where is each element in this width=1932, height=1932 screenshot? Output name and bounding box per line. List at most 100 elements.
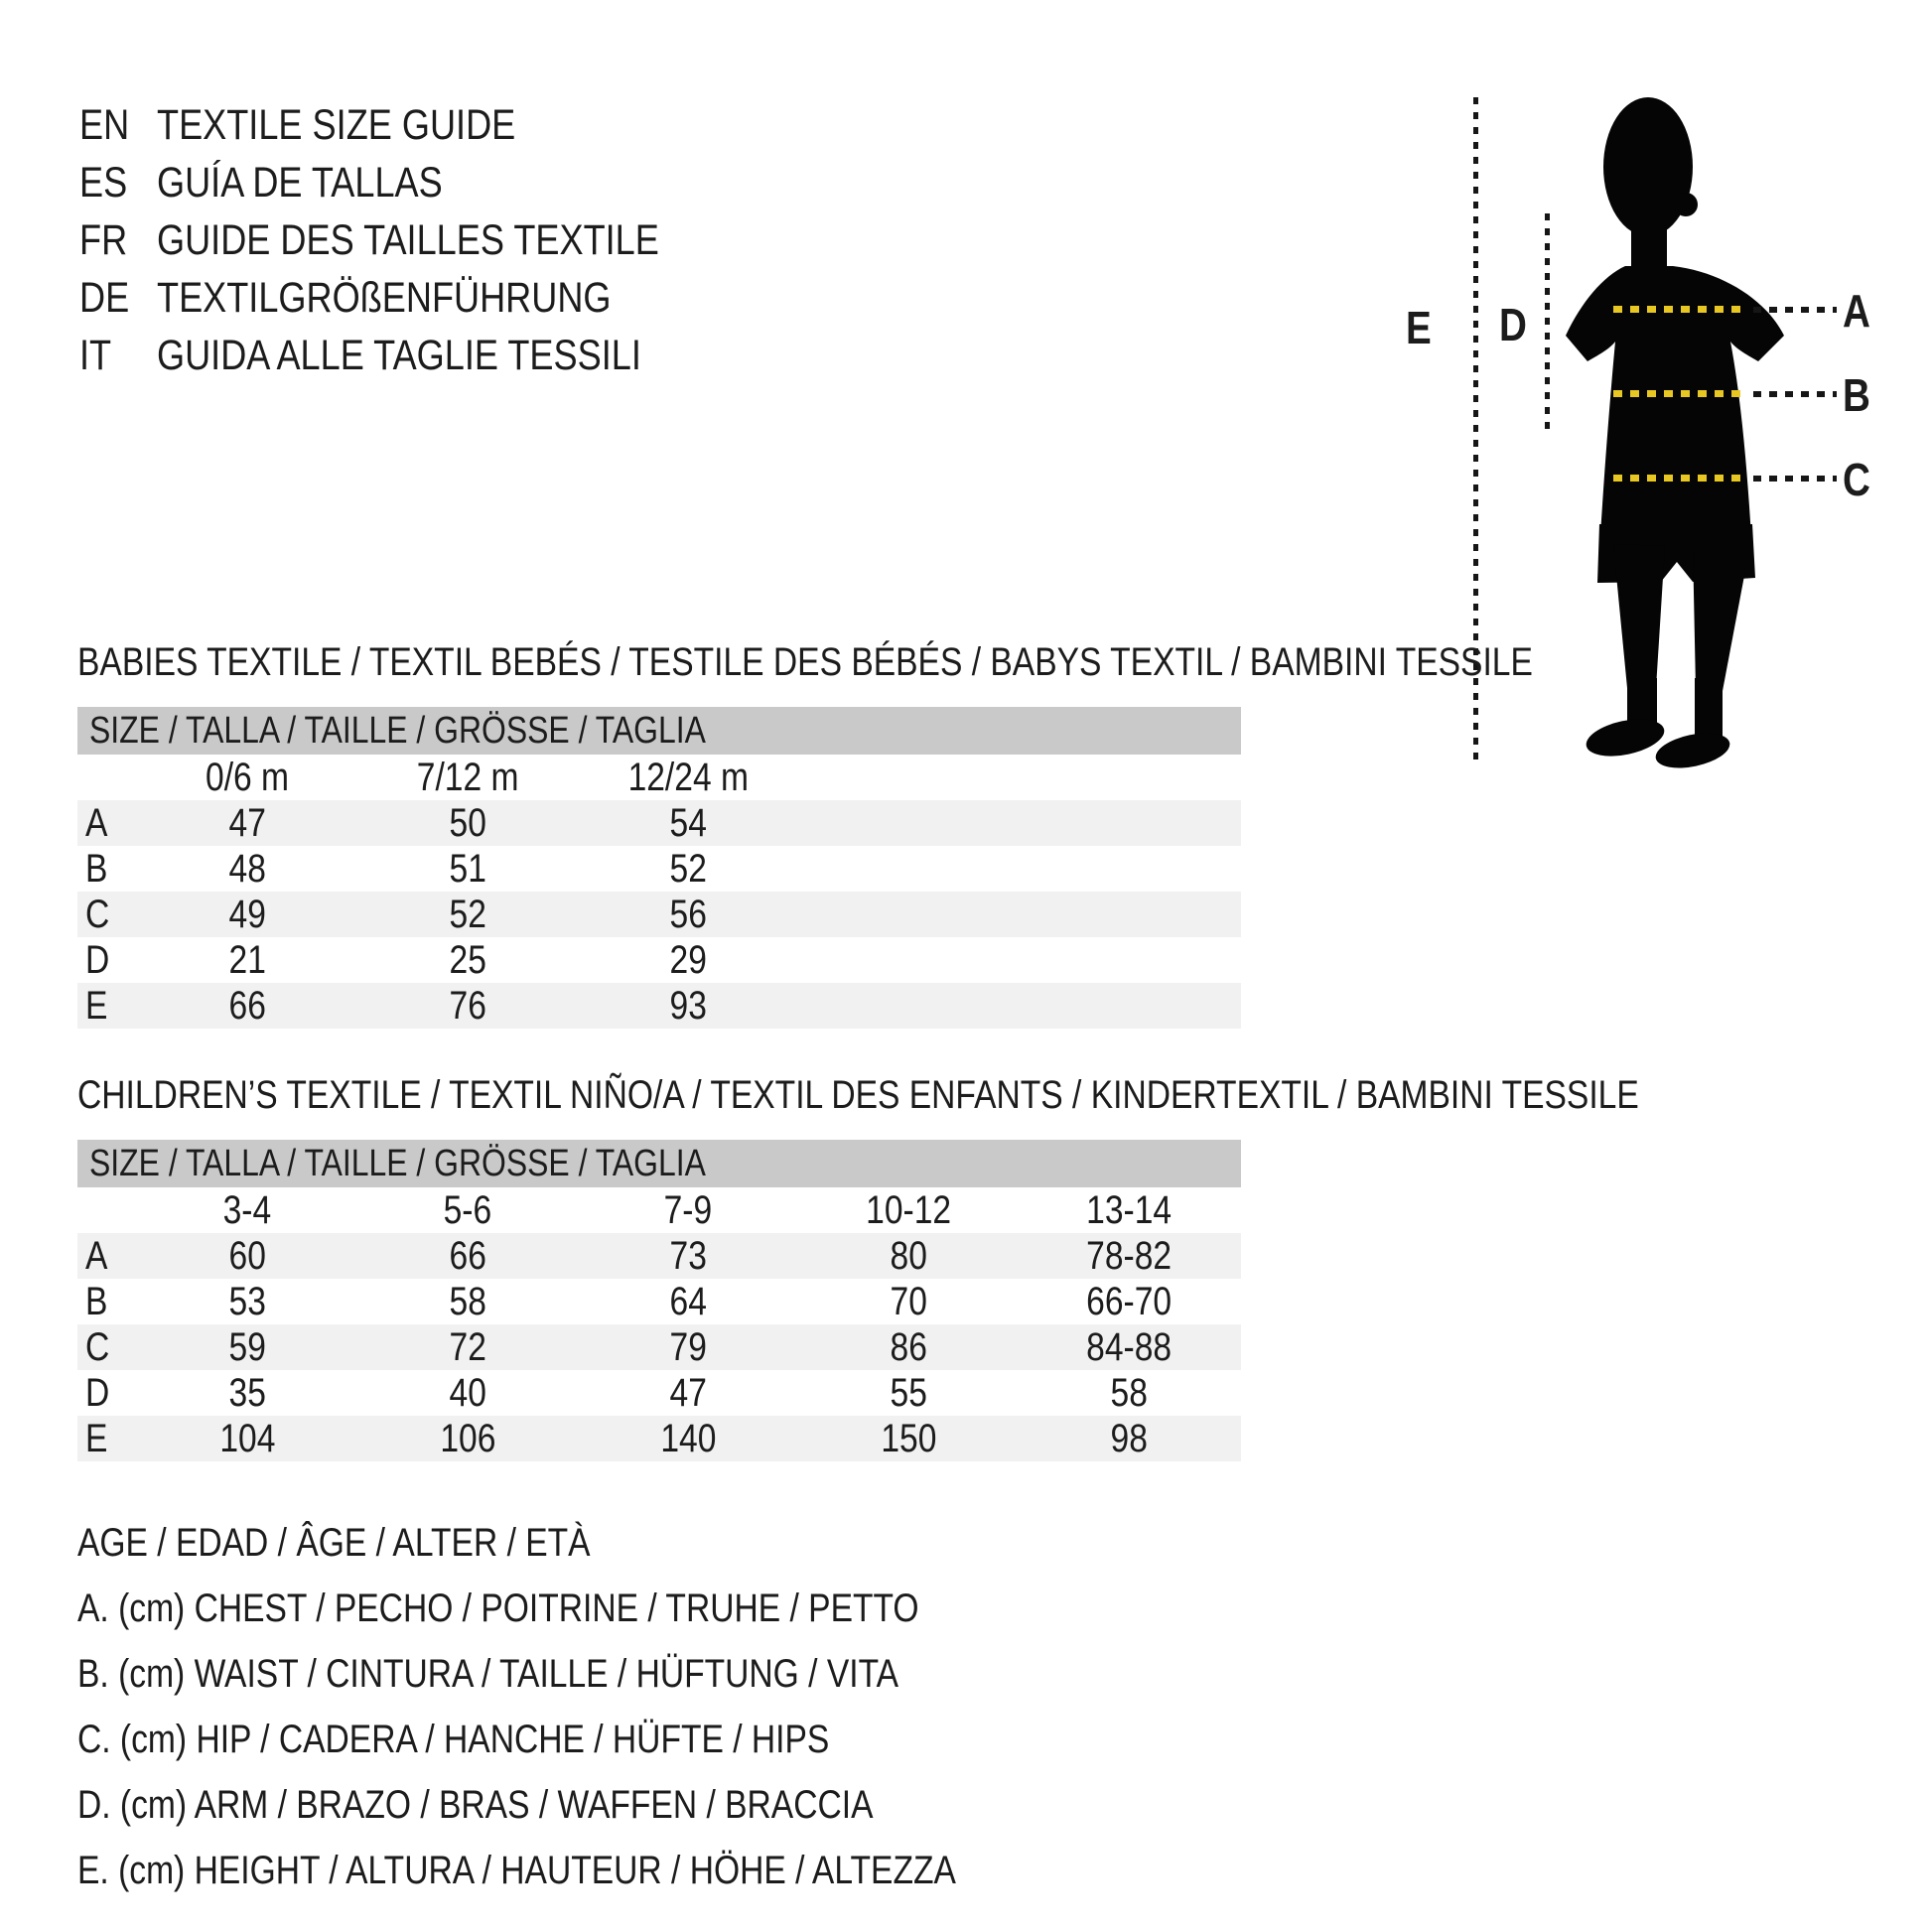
column-header: 0/6 m — [205, 756, 290, 799]
hip-measure-leader-C — [1753, 476, 1837, 482]
language-row-es: ES GUÍA DE TALLAS — [79, 154, 755, 211]
size-value: 47 — [228, 801, 266, 845]
size-row-B: B 48 51 52 — [77, 846, 1241, 892]
column-header: 12/24 m — [627, 756, 749, 799]
row-label: E — [85, 984, 108, 1028]
legend-line-hip: C. (cm) HIP / CADERA / HANCHE / HÜFTE / … — [77, 1718, 830, 1761]
size-value: 64 — [669, 1280, 707, 1323]
size-value: 21 — [228, 938, 266, 982]
legend-line-arm: D. (cm) ARM / BRAZO / BRAS / WAFFEN / BR… — [77, 1783, 874, 1827]
size-row-C: C 59 72 79 86 84-88 — [77, 1324, 1241, 1370]
size-header-band: SIZE / TALLA / TAILLE / GRÖSSE / TAGLIA — [77, 707, 1241, 755]
row-label: C — [85, 893, 110, 936]
language-code: EN — [79, 101, 130, 149]
size-value: 58 — [1110, 1371, 1148, 1415]
size-row-E: E 104 106 140 150 98 — [77, 1416, 1241, 1461]
row-label: B — [85, 847, 108, 891]
legend-line-age: AGE / EDAD / ÂGE / ALTER / ETÀ — [77, 1521, 591, 1565]
size-value: 86 — [890, 1325, 927, 1369]
size-value: 79 — [669, 1325, 707, 1369]
waist-measure-line-B — [1613, 390, 1742, 397]
language-title: GUIDA ALLE TAGLIE TESSILI — [157, 332, 641, 379]
column-header: 10-12 — [866, 1188, 951, 1232]
children-section-heading: CHILDREN’S TEXTILE / TEXTIL NIÑO/A / TEX… — [77, 1073, 1639, 1117]
column-header: 3-4 — [222, 1188, 272, 1232]
language-title: GUIDE DES TAILLES TEXTILE — [157, 216, 659, 264]
size-row-B: B 53 58 64 70 66-70 — [77, 1279, 1241, 1324]
size-row-C: C 49 52 56 — [77, 892, 1241, 937]
language-title-list: EN TEXTILE SIZE GUIDE ES GUÍA DE TALLAS … — [79, 96, 755, 384]
size-value: 106 — [439, 1417, 496, 1460]
row-label: D — [85, 1371, 110, 1415]
column-header: 7/12 m — [416, 756, 519, 799]
size-value: 48 — [228, 847, 266, 891]
size-value: 52 — [449, 893, 486, 936]
size-value: 150 — [880, 1417, 937, 1460]
measure-label-C: C — [1843, 454, 1870, 505]
size-value: 73 — [669, 1234, 707, 1278]
size-value: 84-88 — [1086, 1325, 1172, 1369]
size-value: 50 — [449, 801, 486, 845]
measure-label-E: E — [1406, 302, 1432, 353]
children-size-table: SIZE / TALLA / TAILLE / GRÖSSE / TAGLIA … — [77, 1140, 1241, 1461]
size-value: 25 — [449, 938, 486, 982]
height-measure-line-E — [1473, 97, 1478, 762]
size-header-band: SIZE / TALLA / TAILLE / GRÖSSE / TAGLIA — [77, 1140, 1241, 1187]
language-title: TEXTILE SIZE GUIDE — [157, 101, 516, 149]
legend-line-height: E. (cm) HEIGHT / ALTURA / HAUTEUR / HÖHE… — [77, 1849, 956, 1892]
size-value: 66 — [449, 1234, 486, 1278]
hip-measure-line-C — [1613, 475, 1742, 482]
language-title: GUÍA DE TALLAS — [157, 159, 443, 207]
column-header-row: 3-4 5-6 7-9 10-12 13-14 — [77, 1187, 1241, 1233]
legend-line-waist: B. (cm) WAIST / CINTURA / TAILLE / HÜFTU… — [77, 1652, 899, 1696]
child-silhouette-image — [1566, 97, 1784, 768]
row-label: A — [85, 1234, 108, 1278]
size-value: 53 — [228, 1280, 266, 1323]
size-value: 70 — [890, 1280, 927, 1323]
row-label: D — [85, 938, 110, 982]
language-row-en: EN TEXTILE SIZE GUIDE — [79, 96, 755, 154]
measure-label-A: A — [1843, 285, 1870, 337]
language-row-fr: FR GUIDE DES TAILLES TEXTILE — [79, 211, 755, 269]
measure-label-D: D — [1499, 299, 1527, 350]
measure-label-B: B — [1843, 369, 1870, 421]
size-value: 54 — [669, 801, 707, 845]
language-code: ES — [79, 159, 128, 207]
chest-measure-leader-A — [1753, 307, 1837, 313]
language-row-it: IT GUIDA ALLE TAGLIE TESSILI — [79, 327, 755, 384]
size-value: 56 — [669, 893, 707, 936]
column-header-row: 0/6 m 7/12 m 12/24 m — [77, 755, 1241, 800]
babies-size-table: SIZE / TALLA / TAILLE / GRÖSSE / TAGLIA … — [77, 707, 1241, 1029]
row-label: E — [85, 1417, 108, 1460]
size-value: 29 — [669, 938, 707, 982]
waist-measure-leader-B — [1753, 391, 1837, 397]
size-row-A: A 47 50 54 — [77, 800, 1241, 846]
size-value: 35 — [228, 1371, 266, 1415]
chest-measure-line-A — [1613, 306, 1742, 313]
column-header: 7-9 — [663, 1188, 713, 1232]
size-row-A: A 60 66 73 80 78-82 — [77, 1233, 1241, 1279]
legend-line-chest: A. (cm) CHEST / PECHO / POITRINE / TRUHE… — [77, 1587, 919, 1630]
size-value: 78-82 — [1086, 1234, 1172, 1278]
size-value: 93 — [669, 984, 707, 1028]
size-value: 58 — [449, 1280, 486, 1323]
language-code: DE — [79, 274, 130, 322]
column-header: 13-14 — [1086, 1188, 1172, 1232]
size-value: 51 — [449, 847, 486, 891]
size-value: 49 — [228, 893, 266, 936]
row-label: C — [85, 1325, 110, 1369]
measurement-legend: AGE / EDAD / ÂGE / ALTER / ETÀ A. (cm) C… — [77, 1510, 1123, 1903]
size-value: 60 — [228, 1234, 266, 1278]
size-row-D: D 21 25 29 — [77, 937, 1241, 983]
size-value: 140 — [659, 1417, 717, 1460]
size-value: 52 — [669, 847, 707, 891]
size-value: 55 — [890, 1371, 927, 1415]
size-value: 76 — [449, 984, 486, 1028]
language-code: FR — [79, 216, 128, 264]
size-value: 40 — [449, 1371, 486, 1415]
size-value: 66-70 — [1086, 1280, 1172, 1323]
arm-measure-line-D — [1545, 213, 1550, 437]
language-row-de: DE TEXTILGRÖßENFÜHRUNG — [79, 269, 755, 327]
babies-section-heading: BABIES TEXTILE / TEXTIL BEBÉS / TESTILE … — [77, 640, 1533, 684]
